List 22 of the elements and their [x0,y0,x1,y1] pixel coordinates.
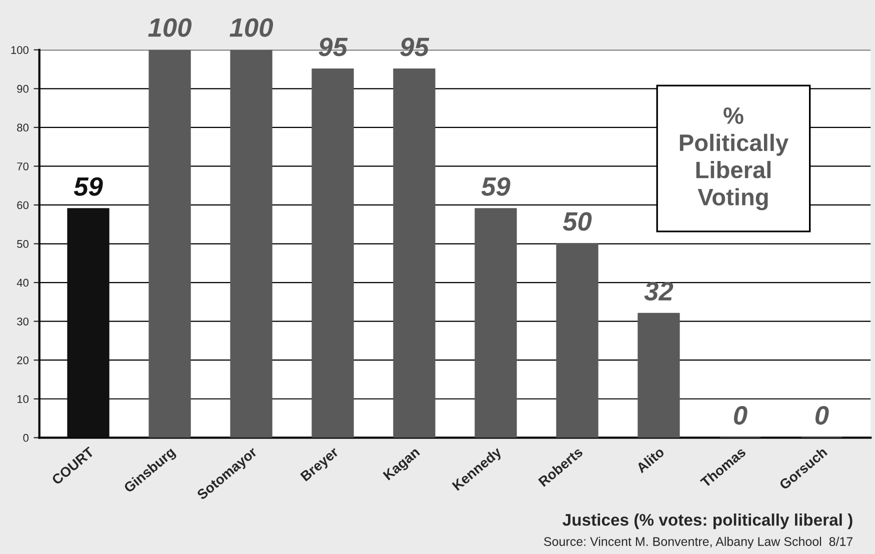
data-label: 50 [562,212,592,231]
data-label: 100 [230,18,274,37]
data-label: 0 [734,406,748,425]
y-tick-label: 80 [17,124,29,132]
data-label: 59 [481,177,510,196]
y-tick-label: 70 [17,162,29,170]
data-label: 32 [644,282,674,301]
y-tick-label: 10 [17,395,29,404]
data-label: 59 [74,177,103,196]
y-tick-label: 50 [17,240,29,248]
source-note: Source: Vincent M. Bonventre, Albany Law School 8/17 [544,536,853,548]
annotation: % Politically Liberal Voting [680,107,788,210]
x-axis-title: Justices (% votes: politically liberal ) [562,514,852,530]
y-tick-label: 0 [23,434,29,442]
y-tick-label: 100 [11,46,29,54]
data-label: 0 [815,406,829,425]
y-tick-label: 60 [17,201,29,210]
y-tick-label: 90 [17,84,29,93]
data-label: 100 [148,18,192,37]
y-tick-label: 20 [17,356,29,364]
y-tick-label: 40 [16,278,29,287]
y-tick-label: 30 [17,318,29,326]
